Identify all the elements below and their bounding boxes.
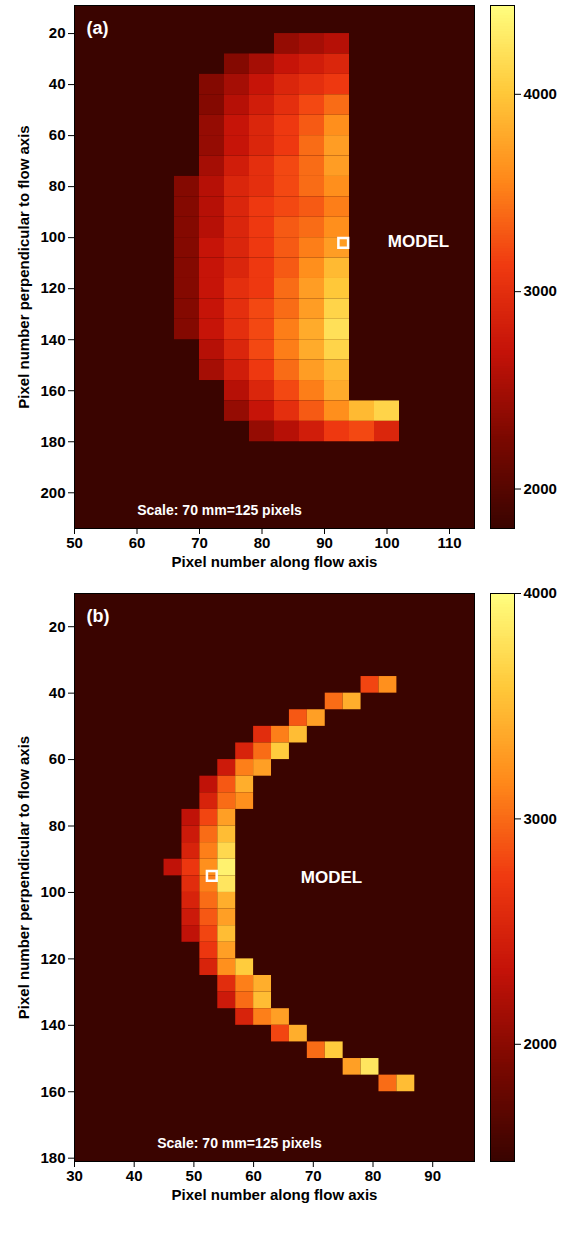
svg-text:3000: 3000 bbox=[524, 282, 557, 299]
svg-text:Scale: 70 mm=125 pixels: Scale: 70 mm=125 pixels bbox=[137, 502, 302, 518]
svg-text:20: 20 bbox=[49, 24, 66, 41]
svg-text:3000: 3000 bbox=[524, 810, 557, 827]
svg-text:60: 60 bbox=[129, 534, 146, 551]
svg-text:40: 40 bbox=[126, 1167, 143, 1184]
svg-text:200: 200 bbox=[40, 484, 65, 501]
svg-text:110: 110 bbox=[437, 534, 461, 551]
svg-text:160: 160 bbox=[40, 1083, 65, 1100]
svg-text:80: 80 bbox=[49, 817, 66, 834]
svg-text:Pixel number along flow axis: Pixel number along flow axis bbox=[172, 1186, 378, 1203]
svg-text:Scale: 70 mm=125 pixels: Scale: 70 mm=125 pixels bbox=[157, 1135, 322, 1151]
svg-text:40: 40 bbox=[49, 684, 66, 701]
svg-text:(b): (b) bbox=[87, 606, 110, 626]
svg-text:2000: 2000 bbox=[524, 1035, 557, 1052]
svg-text:180: 180 bbox=[40, 433, 65, 450]
svg-text:4000: 4000 bbox=[524, 584, 557, 601]
svg-text:Pixel number perpendicular to: Pixel number perpendicular to flow axis bbox=[15, 125, 32, 408]
svg-text:MODEL: MODEL bbox=[388, 232, 449, 251]
svg-text:180: 180 bbox=[40, 1149, 65, 1166]
svg-text:40: 40 bbox=[49, 75, 66, 92]
svg-text:30: 30 bbox=[66, 1167, 83, 1184]
svg-text:(a): (a) bbox=[87, 18, 109, 38]
svg-text:80: 80 bbox=[49, 177, 66, 194]
svg-text:60: 60 bbox=[49, 750, 66, 767]
svg-text:120: 120 bbox=[40, 950, 65, 967]
svg-text:140: 140 bbox=[40, 1016, 65, 1033]
svg-text:50: 50 bbox=[186, 1167, 203, 1184]
svg-text:100: 100 bbox=[40, 883, 65, 900]
svg-text:120: 120 bbox=[40, 279, 65, 296]
svg-text:90: 90 bbox=[424, 1167, 441, 1184]
svg-text:20: 20 bbox=[49, 618, 66, 635]
svg-text:140: 140 bbox=[40, 331, 65, 348]
svg-text:100: 100 bbox=[374, 534, 399, 551]
svg-text:60: 60 bbox=[245, 1167, 262, 1184]
svg-text:Pixel number along flow axis: Pixel number along flow axis bbox=[172, 553, 378, 570]
svg-text:80: 80 bbox=[365, 1167, 382, 1184]
svg-text:80: 80 bbox=[254, 534, 271, 551]
svg-text:Pixel number perpendicular to: Pixel number perpendicular to flow axis bbox=[15, 736, 32, 1019]
svg-text:70: 70 bbox=[305, 1167, 322, 1184]
svg-text:90: 90 bbox=[316, 534, 333, 551]
svg-text:160: 160 bbox=[40, 382, 65, 399]
svg-text:60: 60 bbox=[49, 126, 66, 143]
svg-text:50: 50 bbox=[66, 534, 83, 551]
svg-text:MODEL: MODEL bbox=[301, 868, 362, 887]
svg-text:2000: 2000 bbox=[524, 480, 557, 497]
svg-text:4000: 4000 bbox=[524, 85, 557, 102]
svg-text:70: 70 bbox=[191, 534, 208, 551]
svg-text:100: 100 bbox=[40, 228, 65, 245]
